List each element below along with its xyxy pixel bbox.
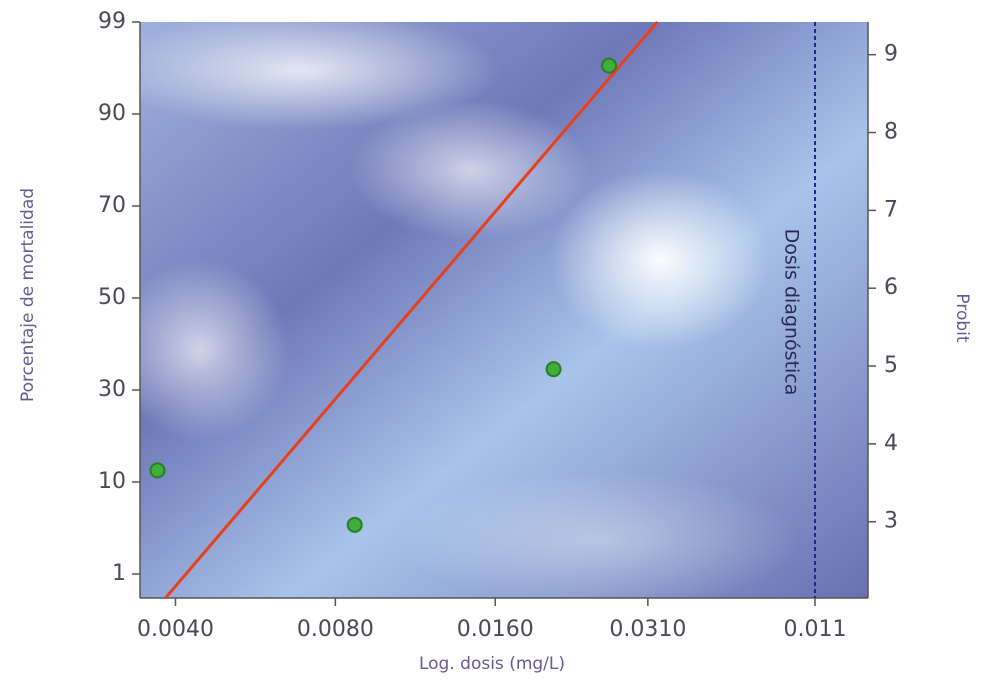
diagnostic-tick-label: 0.011 xyxy=(784,617,847,642)
y-tick-label: 90 xyxy=(98,101,126,126)
data-point xyxy=(601,57,618,74)
data-point xyxy=(545,361,562,378)
diagnostic-label: Dosis diagnóstica xyxy=(781,229,803,396)
y2-tick-label: 7 xyxy=(884,197,898,222)
y-tick-label: 10 xyxy=(98,469,126,494)
x-tick-label: 0.0310 xyxy=(609,617,686,642)
y-axis-title: Porcentaje de mortalidad xyxy=(18,188,38,402)
plot-background xyxy=(140,22,868,598)
x-tick-label: 0.0080 xyxy=(297,617,374,642)
fit-line xyxy=(164,21,659,599)
data-point xyxy=(149,462,166,479)
y2-tick-label: 5 xyxy=(884,353,898,378)
y-tick-label: 70 xyxy=(98,193,126,218)
y2-tick-label: 8 xyxy=(884,120,898,145)
x-axis-title: Log. dosis (mg/L) xyxy=(419,654,565,674)
y2-tick-label: 6 xyxy=(884,275,898,300)
x-tick-label: 0.0040 xyxy=(137,617,214,642)
y-tick-label: 99 xyxy=(98,9,126,34)
data-point xyxy=(346,516,363,533)
y-tick-label: 1 xyxy=(112,561,126,586)
y-tick-label: 30 xyxy=(98,377,126,402)
y-tick-label: 50 xyxy=(98,285,126,310)
y2-tick-label: 3 xyxy=(884,509,898,534)
y2-axis-title: Probit xyxy=(952,293,972,342)
y2-tick-label: 4 xyxy=(884,431,898,456)
y2-tick-label: 9 xyxy=(884,42,898,67)
x-tick-label: 0.0160 xyxy=(457,617,534,642)
